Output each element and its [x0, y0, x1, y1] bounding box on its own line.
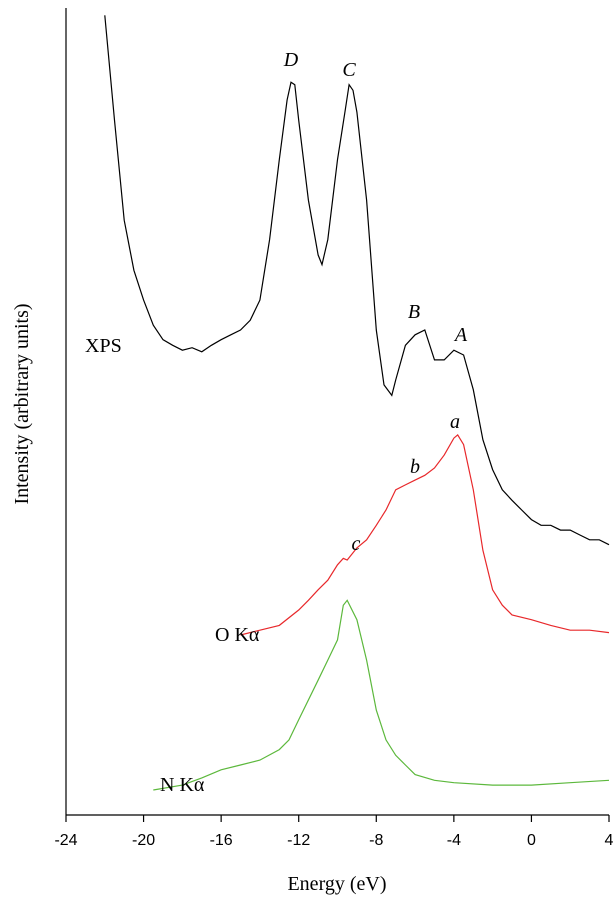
- series-label: N Kα: [160, 774, 205, 796]
- peak-label: b: [410, 456, 420, 478]
- x-axis-title: Energy (eV): [287, 873, 386, 895]
- x-tick-label: 4: [605, 832, 613, 849]
- x-tick-label: -20: [132, 832, 155, 849]
- x-tick-label: -8: [369, 832, 383, 849]
- peak-label: c: [352, 533, 361, 555]
- x-tick-label: -4: [447, 832, 461, 849]
- x-tick-label: 0: [527, 832, 536, 849]
- series-line: [153, 599, 610, 791]
- peak-label: D: [283, 49, 299, 71]
- peak-label: B: [408, 301, 420, 323]
- x-tick-label: -12: [287, 832, 310, 849]
- x-tick-label: -24: [54, 832, 77, 849]
- series-label: O Kα: [215, 624, 260, 646]
- series-line: [240, 433, 610, 636]
- peak-label: a: [450, 411, 460, 433]
- x-tick-label: -16: [210, 832, 233, 849]
- series-line: [104, 15, 610, 546]
- peak-label: C: [342, 59, 356, 81]
- peak-label: A: [453, 324, 468, 346]
- y-axis-title: Intensity (arbitrary units): [11, 303, 33, 504]
- series-label: XPS: [85, 335, 122, 357]
